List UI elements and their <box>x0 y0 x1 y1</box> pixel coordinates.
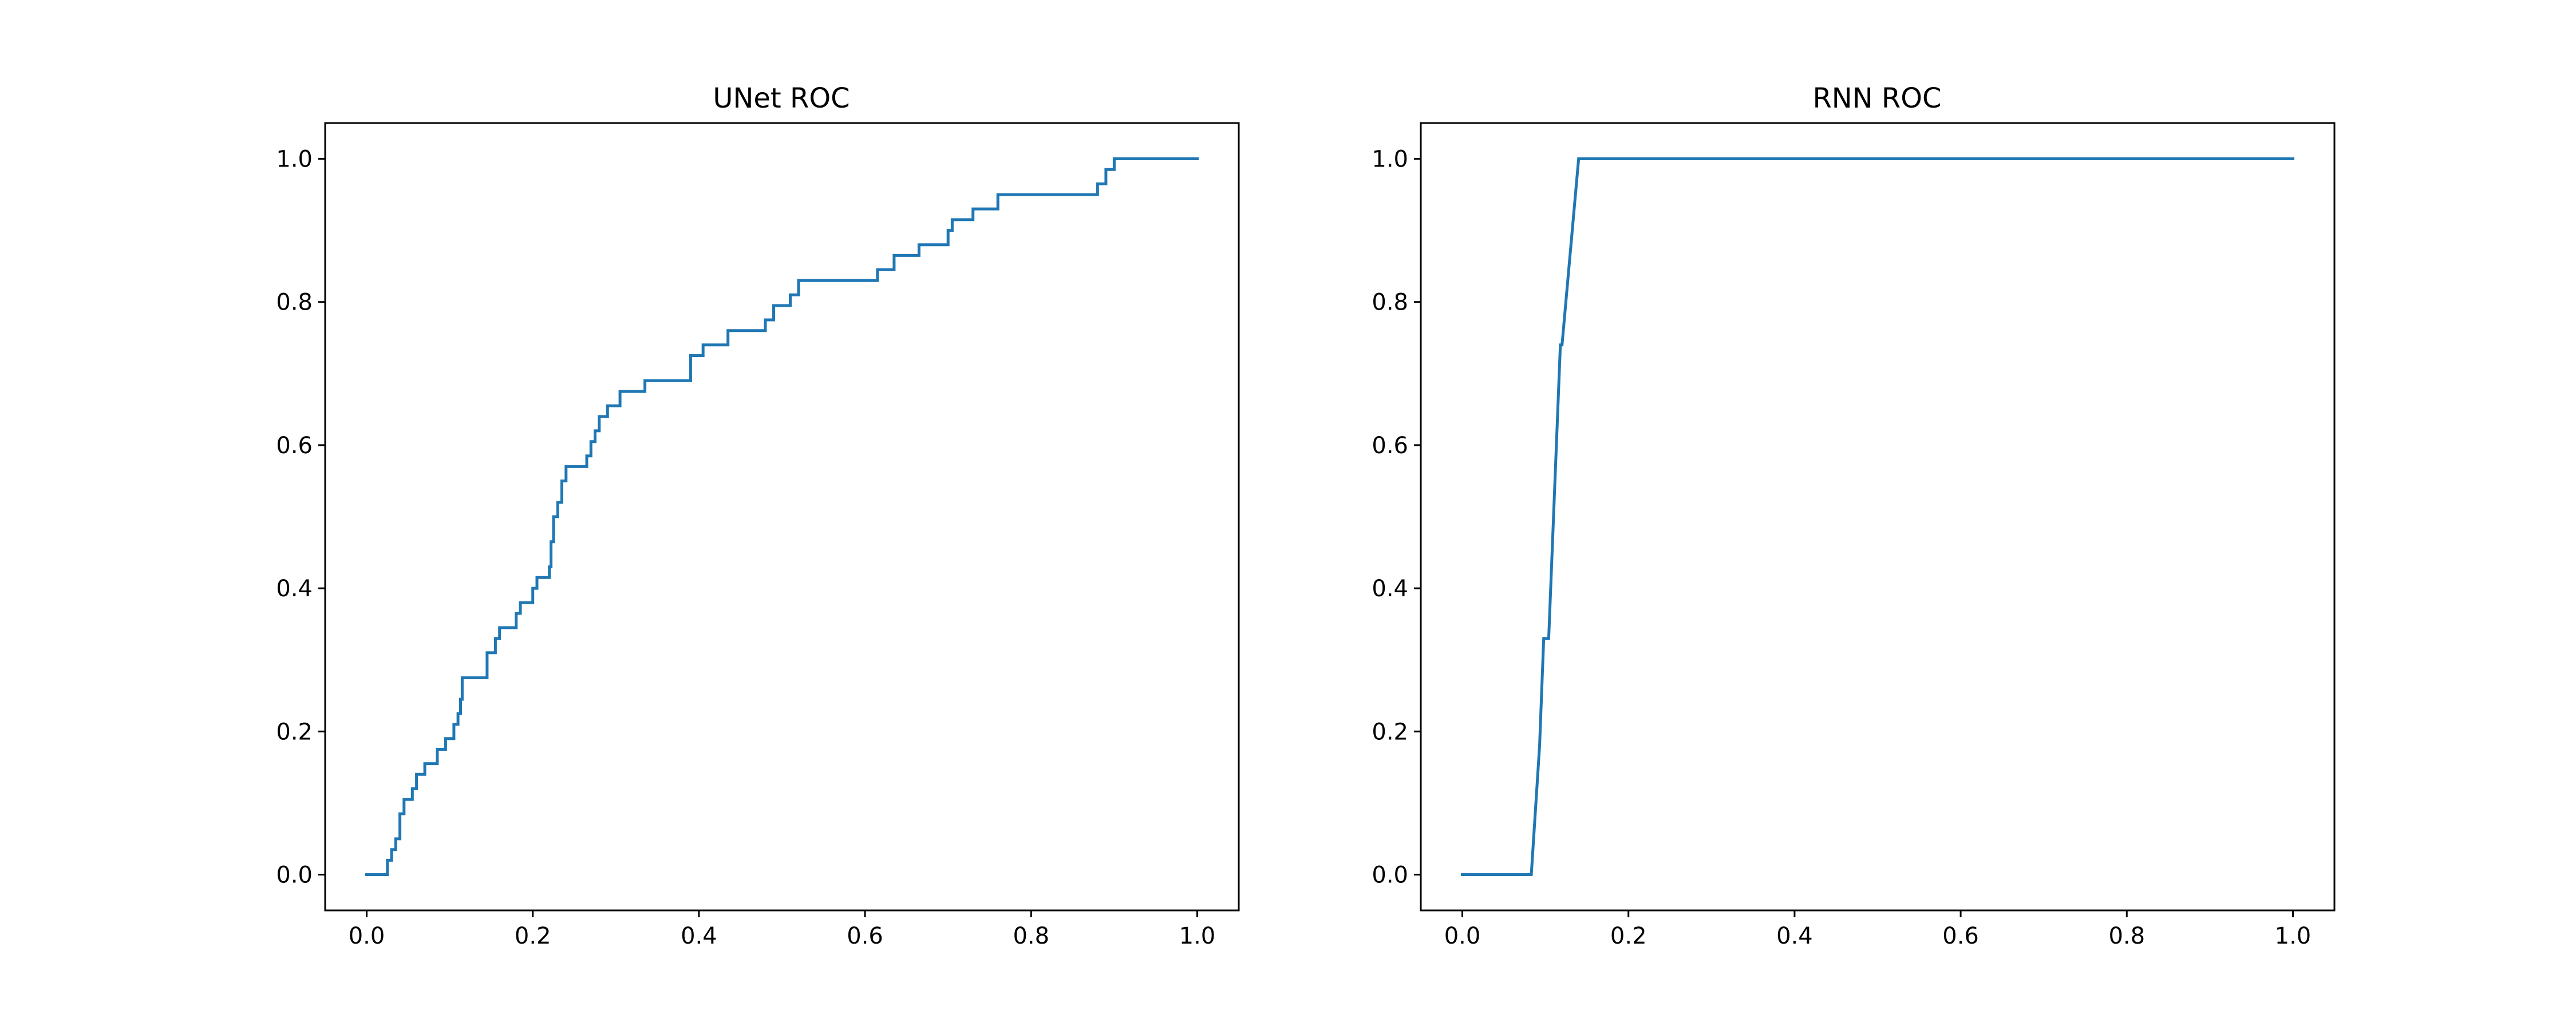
y-tick-label: 0.2 <box>1372 719 1408 745</box>
x-tick-label: 0.0 <box>349 923 385 949</box>
x-tick-label: 0.6 <box>1942 923 1979 949</box>
y-tick-label: 0.4 <box>276 576 313 602</box>
roc-curve-line <box>365 157 1199 876</box>
x-tick-label: 0.4 <box>1776 923 1813 949</box>
x-tick-label: 0.2 <box>515 923 551 949</box>
x-tick-label: 0.2 <box>1610 923 1647 949</box>
x-tick-label: 0.8 <box>2108 923 2145 949</box>
y-tick-label: 0.6 <box>276 433 313 459</box>
y-tick-label: 0.2 <box>276 719 313 745</box>
plot-frame <box>1420 122 2336 912</box>
x-tick-label: 0.6 <box>847 923 883 949</box>
rnn-roc-panel: RNN ROC 0.0 0.2 0.4 0.6 0.8 1.00.00.20.40.60.… <box>1372 82 2336 949</box>
y-tick-label: 0.8 <box>276 290 313 316</box>
unet-roc-panel: UNet ROC 0.0 0.2 0.4 0.6 0.8 1.00.00.20.40.60… <box>276 82 1240 949</box>
tick-group: 0.0 0.2 0.4 0.6 0.8 1.0 0.0 0.2 0.4 0.6 0.8 1.0 <box>1372 146 2311 949</box>
x-tick-label: 0.0 <box>1444 923 1481 949</box>
y-tick-label: 1.0 <box>1372 146 1408 173</box>
x-tick-label: 0.4 <box>681 923 717 949</box>
series-group <box>365 157 1199 876</box>
y-tick-label: 1.0 <box>276 146 313 173</box>
y-tick-label: 0.6 <box>1372 433 1408 459</box>
x-tick-label: 0.8 <box>1013 923 1049 949</box>
roc-curve-line <box>1461 157 2294 876</box>
chart-title: UNet ROC <box>713 82 850 114</box>
y-tick-label: 0.0 <box>1372 862 1408 888</box>
chart-title: RNN ROC <box>1812 82 1941 114</box>
y-tick-label: 0.0 <box>276 862 313 888</box>
tick-group: 0.0 0.2 0.4 0.6 0.8 1.0 0.0 0.2 0.4 0.6 0.8 1.0 <box>276 146 1215 949</box>
y-tick-label: 0.8 <box>1372 290 1408 316</box>
y-tick-label: 0.4 <box>1372 576 1408 602</box>
x-tick-label: 1.0 <box>2275 923 2312 949</box>
series-group <box>1461 157 2294 876</box>
x-tick-label: 1.0 <box>1179 923 1216 949</box>
plot-frame <box>324 122 1240 912</box>
